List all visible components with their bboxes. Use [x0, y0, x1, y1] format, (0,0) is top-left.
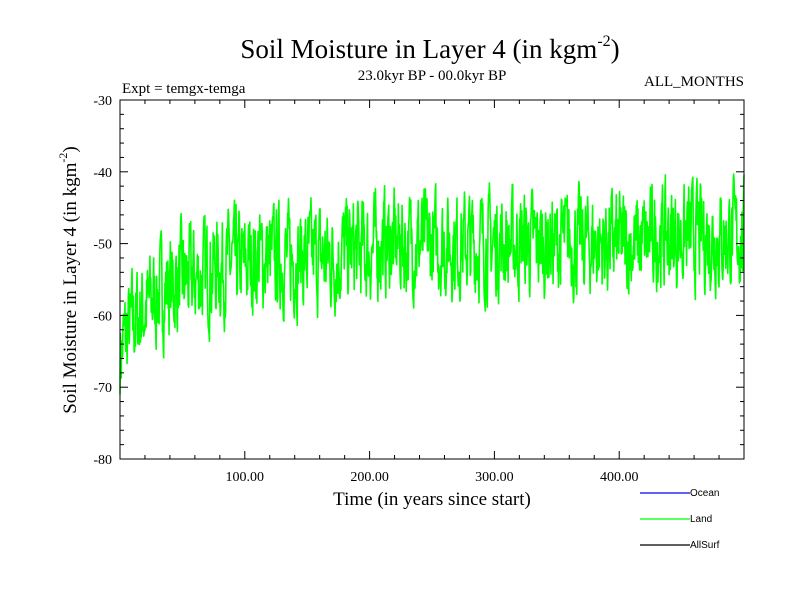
legend-label-land: Land [690, 514, 712, 525]
legend: Ocean Land AllSurf [640, 488, 720, 551]
x-tick-label: 200.00 [350, 470, 389, 485]
legend-item-ocean: Ocean [640, 488, 719, 499]
tick-group: -30 -40 -50 -60 -70 -80 100.00 200.00 300.00 400.… [93, 94, 744, 485]
chart-title-superscript: -2 [597, 33, 610, 50]
chart-title: Soil Moisture in Layer 4 (in kgm-2) [240, 33, 619, 64]
legend-label-ocean: Ocean [690, 488, 719, 499]
y-tick-label: -70 [93, 381, 112, 396]
y-tick-label: -80 [93, 453, 112, 468]
y-tick-label: -30 [93, 94, 112, 109]
x-tick-label: 100.00 [226, 470, 265, 485]
x-tick-label: 300.00 [475, 470, 514, 485]
x-tick-label: 400.00 [600, 470, 639, 485]
chart-title-suffix: ) [611, 34, 620, 64]
y-tick-label: -60 [93, 309, 112, 324]
legend-item-land: Land [640, 514, 712, 525]
subtitle-left: Expt = temgx-temga [122, 81, 246, 97]
subtitle-center: 23.0kyr BP - 00.0kyr BP [358, 68, 507, 84]
y-tick-label: -40 [93, 166, 112, 181]
y-axis-label-suffix: ) [60, 146, 81, 152]
x-axis-label: Time (in years since start) [333, 489, 531, 510]
series-group [119, 173, 745, 395]
y-axis-label-superscript: -2 [56, 153, 70, 163]
subtitle-right: ALL_MONTHS [644, 74, 744, 90]
series-line-land [119, 173, 745, 395]
legend-item-allsurf: AllSurf [640, 540, 720, 551]
plot-frame [119, 99, 745, 460]
legend-label-allsurf: AllSurf [690, 540, 720, 551]
y-axis-label: Soil Moisture in Layer 4 (in kgm-2) [56, 146, 81, 414]
y-tick-label: -50 [93, 238, 112, 253]
